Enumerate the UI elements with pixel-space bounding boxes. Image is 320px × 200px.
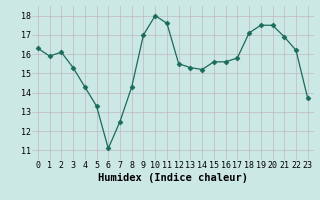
- X-axis label: Humidex (Indice chaleur): Humidex (Indice chaleur): [98, 173, 248, 183]
